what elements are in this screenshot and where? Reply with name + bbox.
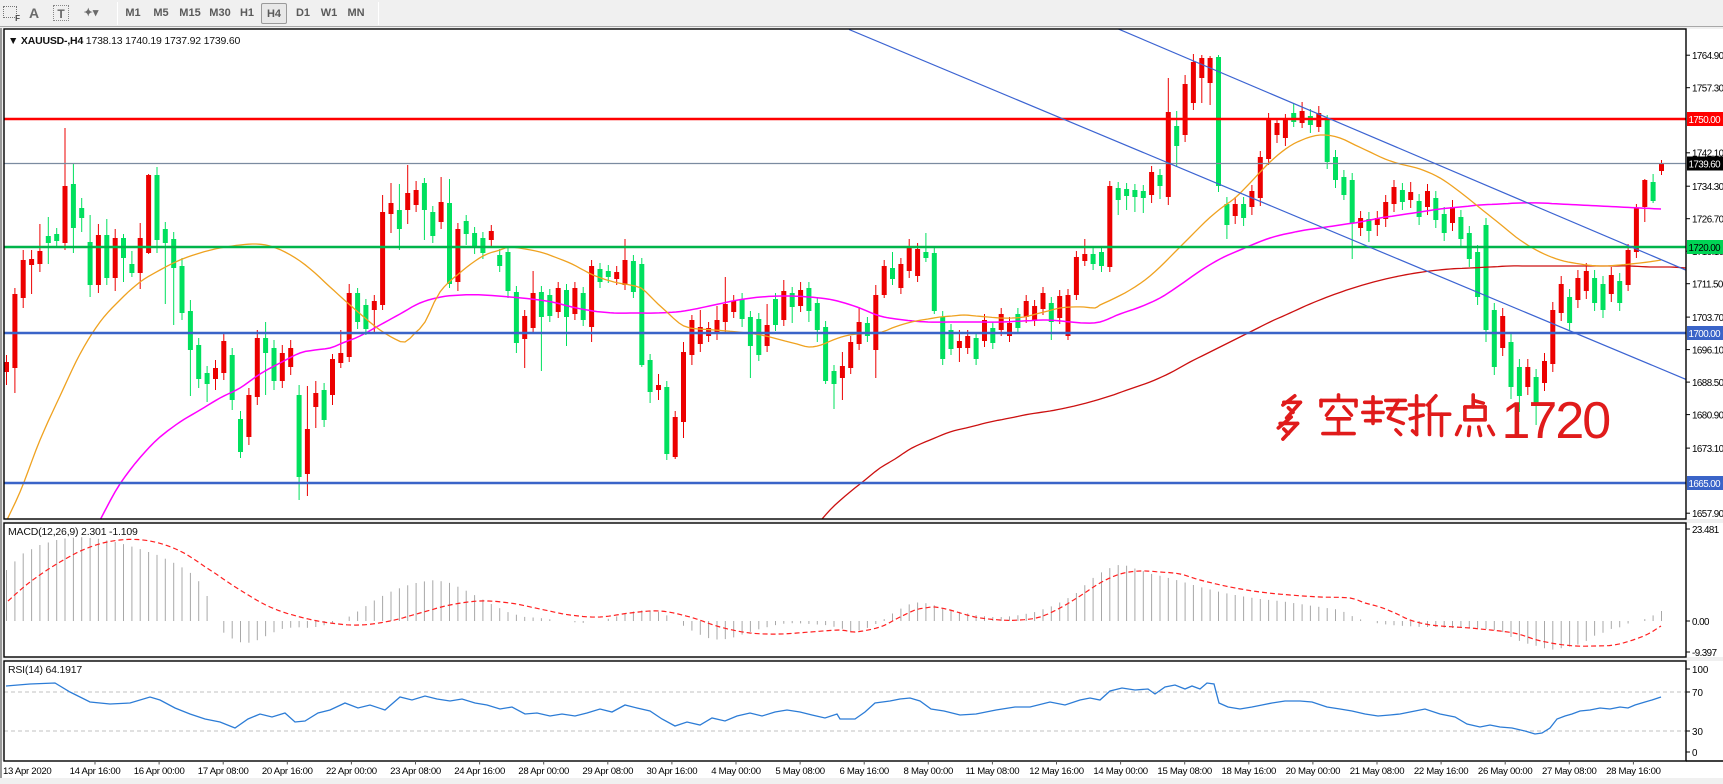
svg-text:1673.10: 1673.10 xyxy=(1692,444,1723,455)
svg-text:-9.397: -9.397 xyxy=(1692,648,1717,659)
svg-text:11 May 08:00: 11 May 08:00 xyxy=(965,766,1019,777)
svg-text:12 May 16:00: 12 May 16:00 xyxy=(1029,766,1084,777)
svg-text:1720.00: 1720.00 xyxy=(1689,243,1722,254)
svg-text:13 Apr 2020: 13 Apr 2020 xyxy=(3,766,51,777)
svg-text:24 Apr 16:00: 24 Apr 16:00 xyxy=(454,766,505,777)
svg-text:18 May 16:00: 18 May 16:00 xyxy=(1222,766,1277,777)
svg-text:23 Apr 08:00: 23 Apr 08:00 xyxy=(390,766,441,777)
svg-text:28 Apr 00:00: 28 Apr 00:00 xyxy=(518,766,569,777)
svg-text:4 May 00:00: 4 May 00:00 xyxy=(711,766,761,777)
svg-text:14 May 00:00: 14 May 00:00 xyxy=(1093,766,1148,777)
svg-text:16 Apr 00:00: 16 Apr 00:00 xyxy=(134,766,185,777)
svg-text:1700.00: 1700.00 xyxy=(1689,329,1722,340)
svg-text:▼ XAUUSD-,H4 1738.13 1740.19: ▼ XAUUSD-,H4 1738.13 1740.19 1737.92 173… xyxy=(8,35,241,47)
svg-text:1680.90: 1680.90 xyxy=(1692,410,1723,421)
svg-text:15 May 08:00: 15 May 08:00 xyxy=(1157,766,1212,777)
svg-text:1739.60: 1739.60 xyxy=(1689,160,1722,171)
svg-text:1688.50: 1688.50 xyxy=(1692,378,1723,389)
svg-text:22 Apr 00:00: 22 Apr 00:00 xyxy=(326,766,377,777)
svg-text:1757.30: 1757.30 xyxy=(1692,84,1723,95)
svg-text:27 May 08:00: 27 May 08:00 xyxy=(1542,766,1597,777)
svg-text:1734.30: 1734.30 xyxy=(1692,182,1723,193)
svg-text:1703.70: 1703.70 xyxy=(1692,313,1723,324)
svg-text:1696.10: 1696.10 xyxy=(1692,345,1723,356)
svg-text:0.00: 0.00 xyxy=(1692,617,1710,628)
svg-text:1665.00: 1665.00 xyxy=(1689,479,1722,490)
svg-text:20 Apr 16:00: 20 Apr 16:00 xyxy=(262,766,313,777)
svg-text:1764.90: 1764.90 xyxy=(1692,51,1723,62)
svg-text:1750.00: 1750.00 xyxy=(1689,115,1722,126)
svg-text:1657.90: 1657.90 xyxy=(1692,509,1723,520)
svg-text:21 May 08:00: 21 May 08:00 xyxy=(1350,766,1405,777)
svg-text:30 Apr 16:00: 30 Apr 16:00 xyxy=(646,766,697,777)
svg-text:30: 30 xyxy=(1692,727,1703,738)
svg-text:6 May 16:00: 6 May 16:00 xyxy=(839,766,889,777)
svg-text:23.481: 23.481 xyxy=(1692,525,1719,536)
svg-text:1711.50: 1711.50 xyxy=(1692,280,1723,291)
svg-text:20 May 00:00: 20 May 00:00 xyxy=(1286,766,1341,777)
svg-text:0: 0 xyxy=(1692,748,1698,759)
svg-text:MACD(12,26,9) 2.301 -1.109: MACD(12,26,9) 2.301 -1.109 xyxy=(8,526,138,538)
svg-text:22 May 16:00: 22 May 16:00 xyxy=(1414,766,1469,777)
svg-text:1720: 1720 xyxy=(1502,392,1610,450)
svg-text:26 May 00:00: 26 May 00:00 xyxy=(1478,766,1533,777)
svg-text:RSI(14) 64.1917: RSI(14) 64.1917 xyxy=(8,664,82,676)
svg-text:17 Apr 08:00: 17 Apr 08:00 xyxy=(198,766,249,777)
svg-text:100: 100 xyxy=(1692,665,1709,676)
svg-text:29 Apr 08:00: 29 Apr 08:00 xyxy=(582,766,633,777)
svg-text:1742.10: 1742.10 xyxy=(1692,149,1723,160)
svg-text:1726.70: 1726.70 xyxy=(1692,215,1723,226)
svg-text:28 May 16:00: 28 May 16:00 xyxy=(1606,766,1661,777)
svg-text:8 May 00:00: 8 May 00:00 xyxy=(904,766,954,777)
svg-text:5 May 08:00: 5 May 08:00 xyxy=(775,766,825,777)
svg-text:14 Apr 16:00: 14 Apr 16:00 xyxy=(70,766,121,777)
svg-text:70: 70 xyxy=(1692,688,1703,699)
